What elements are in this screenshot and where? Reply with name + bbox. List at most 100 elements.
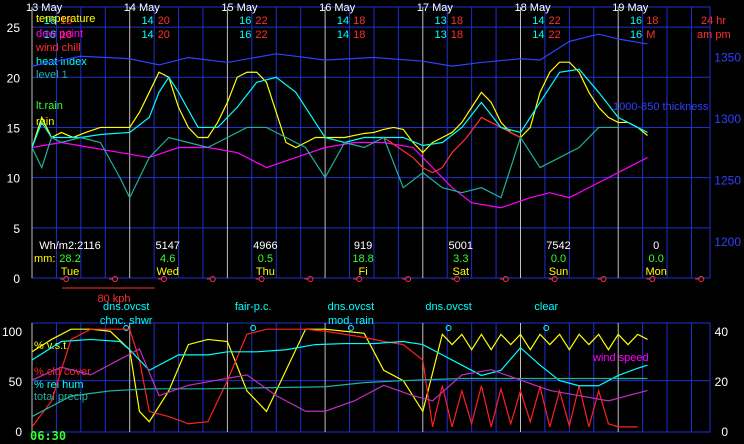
weekday-label: Sat (453, 266, 470, 278)
series-line-level-1 (31, 126, 619, 200)
rain-total-value: 0.0 (649, 253, 664, 265)
rain-row-label: mm: (34, 253, 55, 265)
weekday-label: Thu (256, 266, 275, 278)
weekday-label: Mon (645, 266, 666, 278)
day-date-label: 14 May (124, 2, 161, 14)
day-temp-value: 22 (255, 29, 267, 41)
solar-energy-value: 7542 (546, 240, 570, 252)
day-temp-value: 22 (255, 15, 267, 27)
condition-label: clear (534, 301, 558, 313)
day-date-label: 13 May (26, 2, 63, 14)
legend-entry: total precip (34, 391, 88, 403)
day-temp-value: 18 (451, 29, 463, 41)
corner-ampm-label: am pm (697, 29, 731, 41)
day-temp-value: 16 (44, 15, 56, 27)
solar-energy-value: 4966 (253, 240, 277, 252)
corner-24hr-label: 24 hr (701, 15, 726, 27)
condition-label: dns.ovcst (425, 301, 471, 313)
y-tick-label: 25 (7, 21, 21, 35)
day-temp-value: 18 (353, 29, 365, 41)
day-temp-value: 18 (646, 15, 658, 27)
condition-label: dns.ovcst (103, 301, 149, 313)
time-label: 06:30 (30, 429, 66, 443)
day-temp-value: 16 (630, 15, 642, 27)
wind-marker (112, 276, 119, 282)
y-tick-label: 5 (13, 222, 20, 236)
day-temp-value: 16 (239, 15, 251, 27)
day-date-label: 18 May (515, 2, 552, 14)
day-temp-value: 14 (532, 15, 544, 27)
rain-total-value: 0.5 (258, 253, 273, 265)
day-temp-value: 16 (239, 29, 251, 41)
condition-label: mod. rain (328, 315, 374, 327)
wind-marker (600, 276, 607, 282)
wind-marker (209, 276, 216, 282)
wind-scale-label: 80 kph (97, 293, 130, 305)
series-line-wind-speed (31, 348, 648, 412)
y-tick-label: 10 (7, 172, 21, 186)
y-tick-label: 15 (7, 121, 21, 135)
condition-marker (250, 325, 257, 331)
day-temp-value: 18 (60, 29, 72, 41)
y-tick-label: 100 (2, 325, 22, 339)
day-date-label: 16 May (319, 2, 356, 14)
condition-marker (123, 325, 130, 331)
day-temp-value: 20 (158, 15, 170, 27)
wind-marker (307, 276, 314, 282)
solar-energy-value: 5001 (449, 240, 473, 252)
solar-energy-value: 0 (653, 240, 659, 252)
wind-marker (698, 276, 705, 282)
condition-label: dns.ovcst (328, 301, 374, 313)
legend-entry: % rel hum (34, 379, 84, 391)
y-right-tick-label: 1300 (714, 112, 741, 126)
series-line-wind-chill (383, 116, 521, 174)
rain-total-value: 3.3 (453, 253, 468, 265)
series-line--v-s-t- (31, 328, 648, 423)
rain-total-value: 18.8 (352, 253, 373, 265)
day-temp-value: 18 (451, 15, 463, 27)
day-temp-value: 16 (630, 29, 642, 41)
day-temp-value: 16 (44, 29, 56, 41)
legend-entry: temperature (36, 13, 95, 25)
series-line-heat-index (31, 68, 648, 148)
legend-entry: dew point (36, 28, 83, 40)
legend-entry: heat index (36, 56, 87, 68)
legend-entry: level 1 (36, 69, 68, 81)
solar-energy-value: Wh/m2:2116 (39, 240, 101, 252)
y-right-tick-label: 1350 (714, 50, 741, 64)
legend-entry: wind chill (35, 42, 81, 54)
y-right-tick-label: 20 (715, 375, 729, 389)
condition-label: chnc. shwr (100, 315, 153, 327)
y-right-tick-label: 0 (721, 425, 728, 439)
wind-marker (405, 276, 412, 282)
weekday-label: Tue (61, 266, 80, 278)
wind-marker (502, 276, 509, 282)
day-date-label: 17 May (417, 2, 454, 14)
series-line-total-precip (31, 377, 648, 418)
rain-total-value: 4.6 (160, 253, 175, 265)
y-right-tick-label: 1250 (714, 173, 741, 187)
series-line-dew-point (31, 141, 648, 209)
rain-total-value: 0.0 (551, 253, 566, 265)
condition-marker (347, 325, 354, 331)
series-line-thickness (31, 33, 648, 67)
series-line--cld-cover (31, 328, 638, 429)
day-temp-value: 22 (549, 29, 561, 41)
day-temp-value: 14 (532, 29, 544, 41)
y-tick-label: 50 (9, 375, 23, 389)
day-temp-value: 14 (337, 29, 349, 41)
legend-entry: % v.s.t. (34, 340, 69, 352)
legend-entry: % cld cover (34, 366, 91, 378)
rain-total-value: 28.2 (59, 253, 80, 265)
day-date-label: 19 May (612, 2, 649, 14)
day-temp-value: 14 (141, 15, 153, 27)
solar-energy-value: 5147 (155, 240, 179, 252)
legend-entry: lt.rain (36, 100, 63, 112)
day-temp-value: 14 (337, 15, 349, 27)
condition-marker (543, 325, 550, 331)
day-temp-value: 14 (141, 29, 153, 41)
day-temp-value: M (646, 29, 655, 41)
weekday-label: Fi (359, 266, 368, 278)
series-line-temperature (31, 61, 648, 154)
